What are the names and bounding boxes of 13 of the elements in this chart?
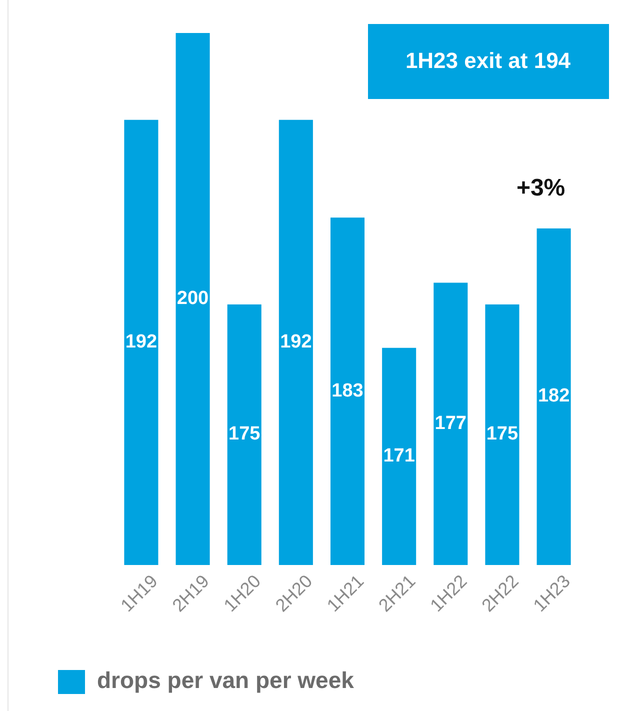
legend-label: drops per van per week [97, 667, 354, 694]
data-label: 192 [280, 331, 312, 352]
data-label: 200 [176, 288, 209, 310]
data-label: 175 [228, 424, 261, 445]
data-label: 192 [125, 331, 158, 352]
data-label: 177 [434, 412, 466, 434]
data-label: 171 [383, 445, 416, 466]
data-label: 182 [538, 386, 570, 407]
data-label: 183 [332, 380, 364, 402]
annotation: 1H23 exit at 194 [405, 48, 572, 73]
data-label: 175 [486, 424, 518, 445]
callout-box: 1H23 exit at 194 [368, 24, 609, 99]
annotation: +3% [516, 174, 566, 202]
